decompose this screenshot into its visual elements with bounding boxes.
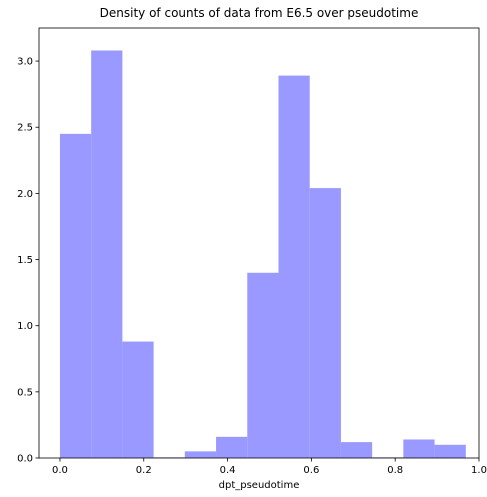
histogram-bar [403, 439, 435, 458]
x-tick-label: 0.8 [387, 465, 403, 476]
y-tick-label: 3.0 [17, 57, 33, 68]
y-tick-label: 1.5 [17, 255, 33, 266]
y-tick-label: 0.5 [17, 387, 33, 398]
histogram-bar [309, 188, 341, 459]
x-tick-label: 0.0 [52, 465, 68, 476]
plot-frame [38, 27, 480, 459]
y-tick-label: 0.0 [17, 454, 33, 465]
y-tick-label: 1.0 [17, 321, 33, 332]
x-tick-label: 0.4 [220, 465, 236, 476]
x-tick-label: 1.0 [471, 465, 487, 476]
y-axis-ticks: 0.0 0.5 1.0 1.5 2.0 2.5 3.0 [17, 57, 39, 465]
y-tick-label: 2.5 [17, 123, 33, 134]
histogram-bar [340, 442, 373, 458]
histogram-bar [59, 133, 92, 458]
chart-title: Density of counts of data from E6.5 over… [100, 6, 419, 20]
x-tick-label: 0.6 [303, 465, 319, 476]
histogram-bar [216, 436, 248, 458]
bars-group [59, 50, 466, 459]
histogram-bar [91, 50, 123, 458]
x-tick-label: 0.2 [136, 465, 152, 476]
x-axis-label: dpt_pseudotime [219, 480, 300, 491]
x-axis-ticks: 0.0 0.2 0.4 0.6 0.8 1.0 [52, 458, 487, 476]
histogram-bar [278, 75, 310, 458]
y-tick-label: 2.0 [17, 189, 33, 200]
histogram-bar [247, 272, 279, 458]
histogram-bar [184, 451, 217, 458]
histogram-bar [434, 444, 466, 458]
histogram-bar [122, 341, 154, 458]
